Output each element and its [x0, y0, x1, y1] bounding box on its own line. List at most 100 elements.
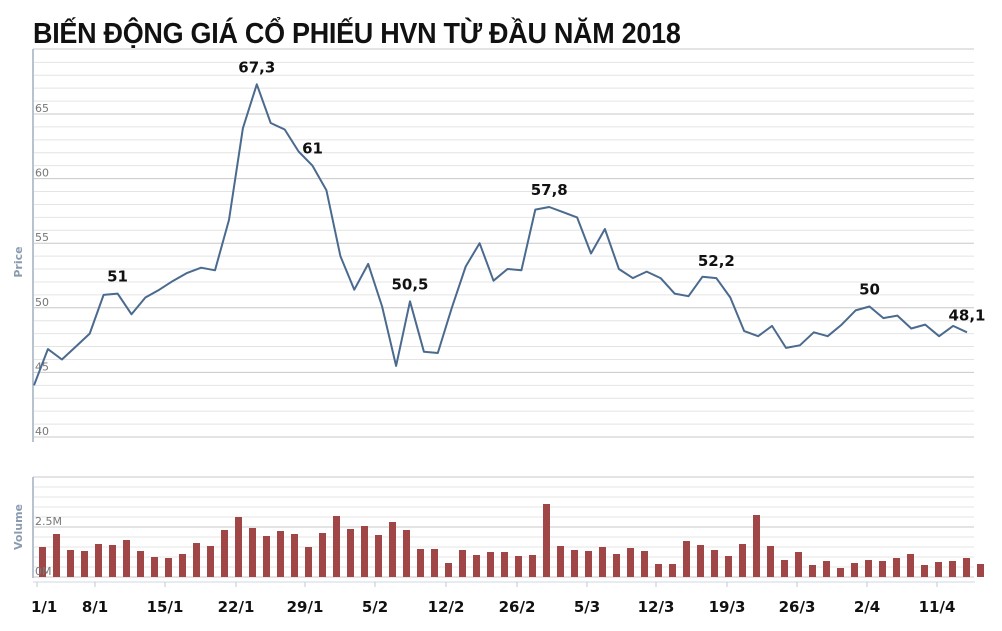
volume-bar [739, 544, 746, 577]
volume-bar [893, 558, 900, 577]
price-y-tick: 65 [35, 102, 49, 115]
volume-bar [459, 550, 466, 577]
price-line [33, 83, 968, 386]
volume-bar [403, 530, 410, 577]
volume-bar [697, 545, 704, 577]
volume-bar [683, 541, 690, 577]
volume-bar [879, 561, 886, 577]
price-annotation: 52,2 [698, 252, 735, 270]
volume-bar [585, 551, 592, 577]
price-y-tick: 60 [35, 167, 49, 180]
volume-bar [263, 536, 270, 577]
x-tick-label: 8/1 [82, 598, 108, 616]
price-annotation: 51 [107, 268, 128, 286]
volume-bar [571, 550, 578, 577]
volume-bar [557, 546, 564, 577]
volume-y-tick: 2.5M [35, 515, 62, 528]
volume-bar [151, 557, 158, 577]
volume-bar [375, 535, 382, 577]
volume-bar [977, 564, 984, 577]
chart-title: BIẾN ĐỘNG GIÁ CỔ PHIẾU HVN TỪ ĐẦU NĂM 20… [33, 18, 681, 50]
price-annotation: 50 [859, 281, 880, 299]
x-tick-label: 26/3 [779, 598, 816, 616]
volume-bar [613, 554, 620, 577]
volume-bar [137, 551, 144, 577]
volume-bar [347, 529, 354, 577]
volume-bar [417, 549, 424, 577]
volume-bar [501, 552, 508, 577]
x-tick-label: 15/1 [147, 598, 184, 616]
x-tick-label: 11/4 [919, 598, 956, 616]
x-tick-label: 2/4 [854, 598, 880, 616]
volume-bar [641, 551, 648, 577]
volume-bar [179, 554, 186, 577]
volume-bar [767, 546, 774, 577]
volume-bars [39, 504, 984, 577]
price-annotation: 57,8 [531, 181, 568, 199]
x-tick-label: 29/1 [287, 598, 324, 616]
volume-bar [627, 548, 634, 577]
x-tick-label: 26/2 [499, 598, 536, 616]
volume-bar [543, 504, 550, 577]
volume-bar [291, 534, 298, 577]
volume-bar [963, 558, 970, 577]
volume-bar [235, 517, 242, 577]
x-tick-labels: 1/1 8/1 15/1 22/1 29/1 5/2 12/2 26/2 5/3 12/3 19/3… [31, 582, 955, 616]
volume-bar [781, 560, 788, 577]
volume-bar [865, 560, 872, 577]
volume-bar [389, 522, 396, 577]
volume-bar [487, 552, 494, 577]
volume-bar [109, 545, 116, 577]
volume-bar [949, 561, 956, 577]
volume-bar [515, 556, 522, 577]
price-annotation: 61 [302, 140, 323, 158]
volume-bar [361, 526, 368, 577]
volume-bar [39, 547, 46, 577]
price-axis-label: Price [12, 246, 25, 277]
volume-bar [809, 565, 816, 577]
volume-bar [711, 550, 718, 577]
volume-bar [123, 540, 130, 577]
volume-bar [305, 547, 312, 577]
volume-bar [935, 562, 942, 577]
volume-bar [725, 556, 732, 577]
price-annotations: 51 67,3 61 50,5 57,8 52,2 50 48,1 [107, 58, 985, 324]
price-y-tick: 50 [35, 296, 49, 309]
volume-bar [67, 550, 74, 577]
x-tick-label: 1/1 [31, 598, 57, 616]
volume-bar [753, 515, 760, 577]
volume-bar [851, 563, 858, 577]
volume-axis-label: Volume [12, 504, 25, 550]
volume-bar [319, 533, 326, 577]
volume-bar [529, 555, 536, 577]
volume-bar [333, 516, 340, 577]
volume-bar [277, 531, 284, 577]
volume-bar [907, 554, 914, 577]
volume-bar [795, 552, 802, 577]
price-gridlines [33, 48, 974, 438]
volume-bar [837, 568, 844, 577]
volume-bar [669, 564, 676, 577]
x-tick-label: 5/3 [574, 598, 600, 616]
price-y-tick: 55 [35, 231, 49, 244]
price-y-tick: 40 [35, 425, 49, 438]
volume-bar [193, 543, 200, 577]
volume-bar [921, 565, 928, 577]
volume-bar [599, 547, 606, 577]
x-tick-label: 19/3 [709, 598, 746, 616]
x-tick-label: 5/2 [362, 598, 388, 616]
volume-bar [95, 544, 102, 577]
price-annotation: 50,5 [391, 275, 428, 293]
x-tick-label: 12/2 [428, 598, 465, 616]
volume-bar [473, 555, 480, 577]
volume-bar [81, 551, 88, 577]
volume-bar [53, 534, 60, 577]
volume-bar [207, 546, 214, 577]
volume-bar [431, 549, 438, 577]
volume-y-tick-labels: 0M 2.5M [35, 515, 62, 578]
price-annotation: 67,3 [238, 58, 275, 76]
volume-bar [249, 528, 256, 577]
volume-bar [655, 564, 662, 577]
